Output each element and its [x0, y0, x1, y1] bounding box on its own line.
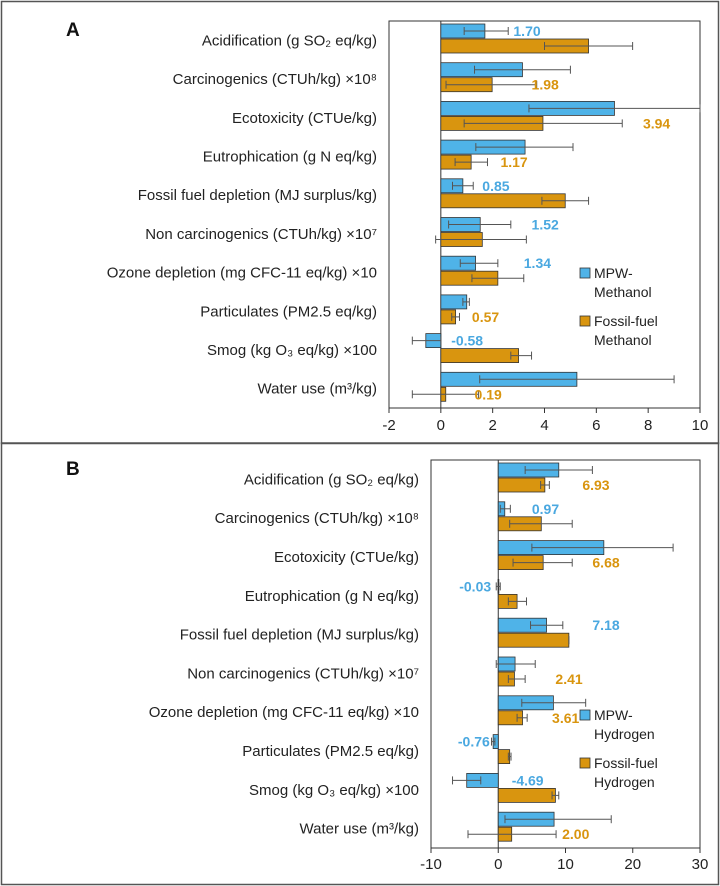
bar-fossil	[440, 348, 519, 364]
x-tick-label: 20	[624, 856, 641, 873]
category-label: Non carcinogenics (CTUh/kg) ×10⁷	[145, 226, 377, 243]
legend-label: Fossil-fuel	[594, 313, 658, 329]
x-tick-label: 0	[494, 856, 502, 873]
legend-label: Hydrogen	[594, 726, 655, 742]
x-tick-label: -10	[420, 856, 442, 873]
data-label: 1.98	[532, 77, 559, 93]
legend-label: Methanol	[594, 284, 652, 300]
category-label: Acidification (g SO₂ eq/kg)	[202, 32, 377, 49]
category-label: Smog (kg O₃ eq/kg) ×100	[249, 782, 419, 799]
panel-b-frame	[0, 442, 720, 886]
category-label: Ozone depletion (mg CFC-11 eq/kg) ×10	[107, 265, 377, 282]
data-label: 1.52	[532, 217, 559, 233]
x-tick-label: -2	[382, 417, 395, 434]
data-label: 2.00	[562, 826, 589, 842]
category-label: Particulates (PM2.5 eq/kg)	[200, 303, 377, 320]
data-label: 0.57	[472, 309, 499, 325]
x-tick-label: 8	[644, 417, 652, 434]
category-label: Ozone depletion (mg CFC-11 eq/kg) ×10	[149, 704, 419, 721]
panel-a-frame	[0, 0, 720, 445]
legend-swatch	[579, 315, 591, 327]
category-label: Water use (m³/kg)	[300, 821, 419, 838]
data-label: 0.97	[532, 501, 559, 517]
x-tick-label: 10	[692, 417, 709, 434]
bar-fossil	[497, 788, 556, 803]
category-label: Ecotoxicity (CTUe/kg)	[274, 549, 419, 566]
data-label: 1.34	[524, 255, 551, 271]
category-label: Ecotoxicity (CTUe/kg)	[232, 110, 377, 127]
category-label: Water use (m³/kg)	[258, 381, 377, 398]
data-label: 6.93	[582, 477, 609, 493]
panel-a-chart: -2 0 2 4 6 8 10 Acidification (g SO₂ eq/kg) Carc…	[107, 20, 709, 434]
legend-label: MPW-	[594, 265, 633, 281]
panel-b-letter: B	[66, 459, 80, 480]
data-label: 2.41	[555, 671, 582, 687]
data-label: -0.03	[459, 578, 491, 594]
data-label: -4.69	[512, 772, 544, 788]
data-label: -0.76	[458, 734, 490, 750]
x-tick-label: 0	[437, 417, 445, 434]
data-label: 1.17	[500, 154, 527, 170]
category-label: Carcinogenics (CTUh/kg) ×10⁸	[215, 510, 419, 527]
data-label: -0.58	[451, 333, 483, 349]
legend-swatch	[579, 267, 591, 279]
category-label: Acidification (g SO₂ eq/kg)	[244, 471, 419, 488]
legend-swatch	[579, 709, 591, 721]
category-label: Particulates (PM2.5 eq/kg)	[242, 743, 419, 760]
data-label: 6.68	[592, 555, 619, 571]
category-label: Eutrophication (g N eq/kg)	[245, 588, 419, 605]
legend-label: Hydrogen	[594, 774, 655, 790]
x-tick-label: 6	[592, 417, 600, 434]
bar-fossil	[497, 632, 570, 648]
legend-swatch	[579, 757, 591, 769]
category-label: Fossil fuel depletion (MJ surplus/kg)	[138, 187, 377, 204]
data-label: 3.61	[552, 710, 579, 726]
panel-b-chart: -10 0 10 20 30 Acidification (g SO₂ eq/kg) Car…	[149, 459, 709, 873]
category-label: Smog (kg O₃ eq/kg) ×100	[207, 342, 377, 359]
x-tick-label: 4	[540, 417, 548, 434]
data-label: 0.85	[482, 178, 509, 194]
category-label: Fossil fuel depletion (MJ surplus/kg)	[180, 627, 419, 644]
legend-label: Methanol	[594, 332, 652, 348]
bar-fossil	[497, 477, 546, 493]
category-label: Eutrophication (g N eq/kg)	[203, 148, 377, 165]
data-label: 7.18	[592, 617, 619, 633]
x-tick-label: 30	[692, 856, 709, 873]
category-label: Carcinogenics (CTUh/kg) ×10⁸	[173, 71, 377, 88]
plot-area	[430, 459, 701, 849]
x-tick-label: 10	[557, 856, 574, 873]
x-tick-label: 2	[488, 417, 496, 434]
legend-label: Fossil-fuel	[594, 755, 658, 771]
legend-label: MPW-	[594, 707, 633, 723]
data-label: 3.94	[643, 115, 670, 131]
data-label: 1.70	[513, 23, 540, 39]
category-label: Non carcinogenics (CTUh/kg) ×10⁷	[187, 665, 419, 682]
data-label: 0.19	[475, 386, 502, 402]
panel-a-letter: A	[66, 20, 80, 41]
